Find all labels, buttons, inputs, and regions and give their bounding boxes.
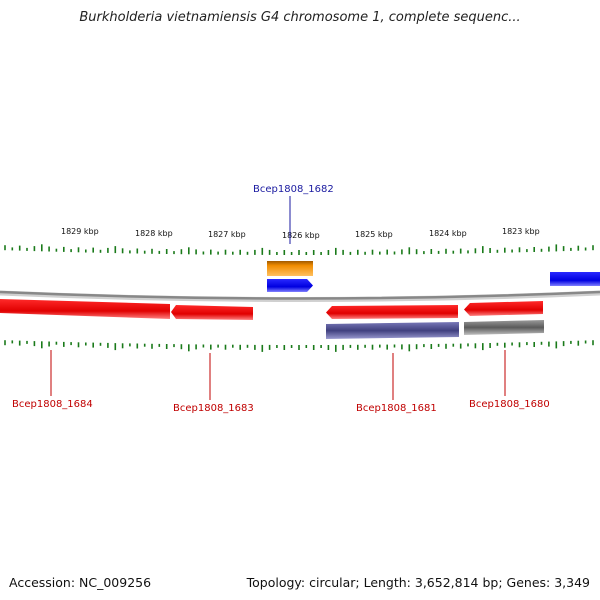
gene-bcep1808-1683[interactable]	[171, 305, 253, 320]
kbp-label-1828: 1828 kbp	[135, 229, 173, 238]
gene-bcep1808-1681[interactable]	[326, 305, 458, 319]
bottom-tick-track	[4, 340, 594, 352]
kbp-label-1829: 1829 kbp	[61, 227, 99, 236]
gene-bcep1808-1680[interactable]	[464, 301, 543, 316]
gene-bcep1808-1684[interactable]	[0, 299, 170, 319]
gene-label-1680[interactable]: Bcep1808_1680	[469, 399, 550, 410]
top-tick-track	[4, 244, 594, 255]
genome-summary-text: Topology: circular; Length: 3,652,814 bp…	[246, 575, 590, 590]
page-title: Burkholderia vietnamiensis G4 chromosome…	[79, 10, 521, 25]
blue-feature-1682[interactable]	[267, 279, 313, 292]
kbp-label-1827: 1827 kbp	[208, 230, 246, 239]
kbp-label-1823: 1823 kbp	[502, 227, 540, 236]
purple-feature[interactable]	[326, 322, 459, 339]
gene-label-1684[interactable]: Bcep1808_1684	[12, 399, 93, 410]
kbp-label-1824: 1824 kbp	[429, 229, 467, 238]
gene-label-1683[interactable]: Bcep1808_1683	[173, 403, 254, 414]
gene-label-1681[interactable]: Bcep1808_1681	[356, 403, 437, 414]
gray-feature[interactable]	[464, 320, 544, 335]
blue-feature-right[interactable]	[550, 272, 600, 286]
kbp-label-1825: 1825 kbp	[355, 230, 393, 239]
orange-feature[interactable]	[267, 261, 313, 276]
genome-backbone-core	[0, 290, 600, 300]
kbp-label-1826: 1826 kbp	[282, 231, 320, 240]
accession-text: Accession: NC_009256	[9, 575, 152, 590]
gene-label-1682[interactable]: Bcep1808_1682	[253, 184, 334, 195]
